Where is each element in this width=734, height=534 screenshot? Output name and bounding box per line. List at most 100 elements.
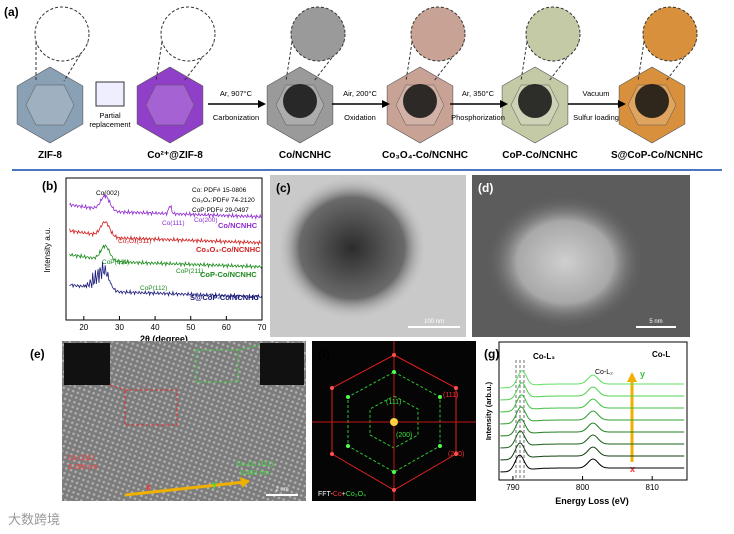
stage-label: Co²⁺@ZIF-8 bbox=[147, 150, 203, 161]
panel-b: (b) 2θ (degree) Intensity a.u. Co: PDF# … bbox=[42, 177, 267, 344]
arrow-head bbox=[618, 100, 626, 108]
step-label: Phosphorization bbox=[451, 113, 505, 122]
y-axis-label: Intensity (arb.u.) bbox=[484, 381, 493, 440]
zoom-leader bbox=[155, 41, 163, 82]
panel-a: (a) ZIF-8 Co²⁺@ZIF-8 Co/NCNHC Co₃O₄-Co/NCNH… bbox=[4, 5, 703, 161]
step-label: replacement bbox=[89, 120, 131, 129]
caption-part: Co bbox=[333, 491, 342, 498]
step-label: Oxidation bbox=[344, 113, 376, 122]
zoom-inset bbox=[34, 6, 90, 62]
x-tick-label: 30 bbox=[115, 323, 124, 332]
x-tick-label: 20 bbox=[79, 323, 88, 332]
carbon-core bbox=[518, 84, 552, 118]
zoom-inset bbox=[525, 6, 581, 62]
arrow-head bbox=[500, 100, 508, 108]
x-tick-label: 800 bbox=[576, 483, 590, 492]
series-label: Co/NCNHC bbox=[218, 221, 258, 230]
scale-label: 100 nm bbox=[424, 319, 444, 325]
x-axis-label: 2θ (degree) bbox=[140, 334, 188, 344]
particle bbox=[277, 176, 427, 320]
diffraction-spot bbox=[454, 452, 458, 456]
diffraction-spot bbox=[330, 452, 334, 456]
scale-label: 5 nm bbox=[649, 319, 662, 325]
caption-part: + bbox=[342, 491, 346, 498]
watermark: 大数跨境 bbox=[8, 512, 60, 527]
plane-label: Co₃O₄ (111) bbox=[236, 461, 273, 468]
x-tick-label: 70 bbox=[258, 323, 267, 332]
carbon-core bbox=[403, 84, 437, 118]
y-axis-label: Intensity a.u. bbox=[43, 227, 52, 272]
fft-inset bbox=[64, 343, 110, 385]
eels-spectrum bbox=[500, 418, 685, 437]
carbon-core bbox=[635, 84, 669, 118]
zoom-leader bbox=[405, 41, 413, 82]
eels-spectrum bbox=[500, 442, 685, 461]
peak-label: Co(002) bbox=[96, 190, 119, 197]
xrd-curve bbox=[69, 244, 263, 270]
particle bbox=[485, 194, 645, 330]
zoom-leader bbox=[637, 41, 645, 82]
stage-label: S@CoP-Co/NCNHC bbox=[611, 150, 703, 161]
scale-label: 2 nm bbox=[275, 487, 288, 493]
fft-inset bbox=[260, 343, 304, 385]
leader bbox=[237, 344, 261, 351]
xrd-curve bbox=[69, 261, 263, 300]
eels-spectrum bbox=[500, 370, 685, 389]
zoom-leader bbox=[183, 41, 215, 82]
arrow-head bbox=[382, 100, 390, 108]
diffraction-spot bbox=[454, 386, 458, 390]
diffraction-spot bbox=[438, 444, 442, 448]
spacing-label: 0.463 nm bbox=[240, 470, 269, 477]
arrow-head bbox=[240, 477, 250, 488]
eels-spectrum bbox=[500, 454, 685, 473]
zoom-leader bbox=[665, 41, 697, 82]
series-label: S@CoP-Co/NCNHC bbox=[190, 293, 260, 302]
axis-marker: x bbox=[146, 482, 151, 492]
panel-e: (e) Co (111) 0.208 nm Co₃O₄ (111) 0.463 … bbox=[30, 341, 306, 501]
polyhedron bbox=[16, 66, 84, 144]
diffraction-spot bbox=[392, 353, 396, 357]
diffraction-spot bbox=[392, 488, 396, 492]
x-tick-label: 60 bbox=[222, 323, 231, 332]
diffraction-spot bbox=[392, 470, 396, 474]
reference: CoP:PDF# 29-0497 bbox=[192, 207, 249, 214]
panel-label: (e) bbox=[30, 347, 45, 361]
stage-label: CoP-Co/NCNHC bbox=[502, 150, 578, 161]
arrow-head bbox=[627, 372, 637, 382]
zoom-inset bbox=[160, 6, 216, 62]
polyhedron bbox=[136, 66, 204, 144]
peak-label: CoP(112) bbox=[140, 285, 167, 292]
polyhedron-face bbox=[145, 84, 195, 126]
axis-marker: y bbox=[640, 369, 645, 379]
stage-label: Co₃O₄-Co/NCNHC bbox=[382, 150, 468, 161]
leader bbox=[109, 384, 126, 391]
series-label: CoP-Co/NCNHC bbox=[200, 270, 257, 279]
step-label: Ar, 350°C bbox=[462, 89, 495, 98]
stage-label: Co/NCNHC bbox=[279, 150, 331, 161]
panel-f: (f) (111) (111) (200) (200) FFT-Co+Co₃O₄ bbox=[312, 341, 476, 501]
zoom-leader bbox=[548, 41, 580, 82]
x-tick-label: 790 bbox=[506, 483, 520, 492]
spectrum-title: Co-L bbox=[652, 350, 670, 359]
panel-label: (a) bbox=[4, 5, 19, 19]
region-box bbox=[124, 389, 178, 426]
panel-label: (d) bbox=[478, 181, 493, 195]
panel-d: (d) 5 nm bbox=[472, 175, 690, 337]
eels-spectrum bbox=[500, 406, 685, 425]
step-label: Sulfur loading bbox=[573, 113, 619, 122]
xrd-curve bbox=[69, 220, 263, 246]
eels-spectrum bbox=[500, 382, 685, 401]
step-label: Air, 200°C bbox=[343, 89, 377, 98]
eels-spectrum bbox=[500, 394, 685, 413]
zoom-leader bbox=[433, 41, 465, 82]
diffraction-spot bbox=[346, 444, 350, 448]
polyhedron-face bbox=[25, 84, 75, 126]
plane-label: Co (111) bbox=[68, 455, 94, 462]
peak-label: CoP(211) bbox=[176, 268, 203, 275]
zoom-inset bbox=[642, 6, 698, 62]
xrd-curve bbox=[69, 193, 263, 221]
edge-label: Co-L₂ bbox=[595, 369, 613, 376]
plane-label: (111) bbox=[443, 392, 458, 399]
carbon-core bbox=[283, 84, 317, 118]
